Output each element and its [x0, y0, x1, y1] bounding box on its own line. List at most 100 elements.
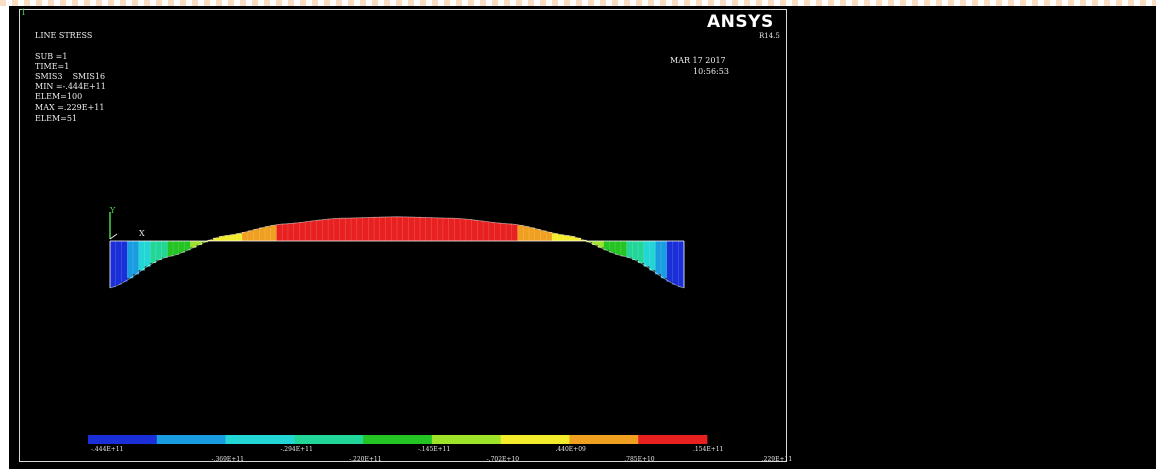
element-stress-bar [626, 241, 633, 258]
element-stress-bar [437, 217, 444, 241]
element-stress-bar [615, 241, 622, 255]
element-stress-bar [132, 241, 139, 275]
element-stress-bar [592, 241, 599, 245]
element-stress-bar [638, 241, 645, 264]
element-stress-bar [356, 217, 363, 241]
element-stress-bar [196, 241, 203, 245]
triad-y-label: Y [109, 206, 116, 215]
element-stress-bar [477, 220, 484, 241]
window-number: 1 [21, 8, 27, 17]
element-stress-bar [603, 241, 610, 251]
top-strip [0, 0, 1156, 6]
time-of-day-label: 10:56:53 [693, 67, 729, 76]
triad-x-axis [109, 233, 118, 240]
element-stress-bar [678, 241, 685, 288]
element-stress-bar [167, 241, 174, 257]
element-stress-bar [649, 241, 656, 271]
element-stress-bar [178, 241, 185, 253]
element-stress-bar [247, 230, 254, 241]
element-stress-bar [540, 230, 547, 241]
element-stress-bar [155, 241, 162, 261]
legend-tick-label: .785E+10 [624, 456, 655, 463]
legend-swatch [500, 435, 570, 444]
element-stress-bar [305, 221, 312, 241]
element-stress-bar [597, 241, 604, 248]
legend-tick-label: -.444E+11 [91, 446, 124, 453]
legend-tick-label: -.145E+11 [417, 446, 451, 453]
element-stress-bar [529, 227, 536, 241]
element-stress-bar [442, 218, 449, 241]
legend-swatch [88, 435, 158, 444]
triad-x-label: X [139, 229, 145, 238]
element-stress-bar [230, 234, 237, 241]
element-stress-bar [460, 218, 467, 241]
ansys-logo: ANSYS [707, 12, 774, 32]
element-stress-bar [661, 241, 668, 279]
graphics-window[interactable]: 1 LINE STRESS SUB =1 TIME=1 SMIS3 SMIS16… [9, 6, 1156, 469]
legend-swatch [156, 435, 226, 444]
items-label: SMIS3 SMIS16 [35, 72, 106, 81]
element-stress-bar [506, 223, 513, 241]
element-stress-bar [546, 232, 553, 241]
element-stress-bar [385, 216, 392, 241]
legend-swatch [294, 435, 364, 444]
legend-swatch [638, 435, 708, 444]
element-stress-bar [110, 241, 117, 288]
element-stress-bar [425, 217, 432, 241]
element-stress-bar [115, 241, 122, 285]
min-elem-label: ELEM=100 [35, 92, 83, 101]
element-stress-bar [282, 223, 289, 241]
stress-plot: Y X [88, 206, 708, 444]
axis-triad: Y X [109, 206, 145, 240]
element-stress-bar [207, 239, 214, 241]
stress-outline [109, 216, 685, 289]
legend-tick-label: .440E+09 [555, 446, 586, 453]
element-stress-bar [483, 221, 490, 241]
element-stress-bar [173, 241, 180, 255]
time-label: TIME=1 [35, 62, 70, 71]
element-stress-bar [299, 222, 306, 241]
element-stress-bar [322, 219, 329, 241]
element-stress-bar [586, 241, 593, 243]
element-stress-bar [643, 241, 650, 267]
element-stress-bar [270, 225, 277, 241]
element-stress-bar [190, 241, 197, 248]
element-stress-bar [414, 217, 421, 241]
element-stress-bar [391, 216, 398, 241]
element-stress-bar [620, 241, 627, 257]
element-stress-bar [511, 224, 518, 241]
max-label: MAX =.229E+11 [35, 103, 105, 112]
min-label: MIN =-.444E+11 [35, 82, 106, 91]
element-stress-bar [127, 241, 134, 279]
legend-swatch [225, 435, 295, 444]
element-stress-bar [465, 219, 472, 241]
element-stress-bar [236, 233, 243, 241]
plot-frame [19, 9, 787, 462]
element-stress-bar [655, 241, 662, 275]
element-stress-bar [362, 217, 369, 241]
element-stress-bar [563, 235, 570, 241]
element-stress-bar [574, 237, 581, 241]
element-stress-bar [431, 217, 438, 241]
element-stress-bar [351, 217, 358, 241]
element-stress-bar [144, 241, 151, 267]
element-stress-bar [276, 224, 283, 241]
element-stress-bar [242, 232, 249, 241]
substep-label: SUB =1 [35, 52, 68, 61]
legend-tick-label: -.294E+11 [280, 446, 313, 453]
element-stress-bar [488, 222, 495, 241]
element-stress-bar [219, 236, 226, 241]
element-stress-bar [494, 222, 501, 241]
element-stress-bar [408, 217, 415, 241]
max-elem-label: ELEM=51 [35, 114, 78, 123]
element-stress-bar [500, 223, 507, 241]
element-stress-bar [253, 229, 260, 241]
legend-swatch [363, 435, 433, 444]
legend-swatch [569, 435, 639, 444]
element-stress-bar [293, 222, 300, 241]
element-stress-bar [672, 241, 679, 285]
legend-tick-label: .154E+11 [693, 446, 724, 453]
element-stress-bar [333, 218, 340, 241]
element-stress-bar [374, 217, 381, 241]
